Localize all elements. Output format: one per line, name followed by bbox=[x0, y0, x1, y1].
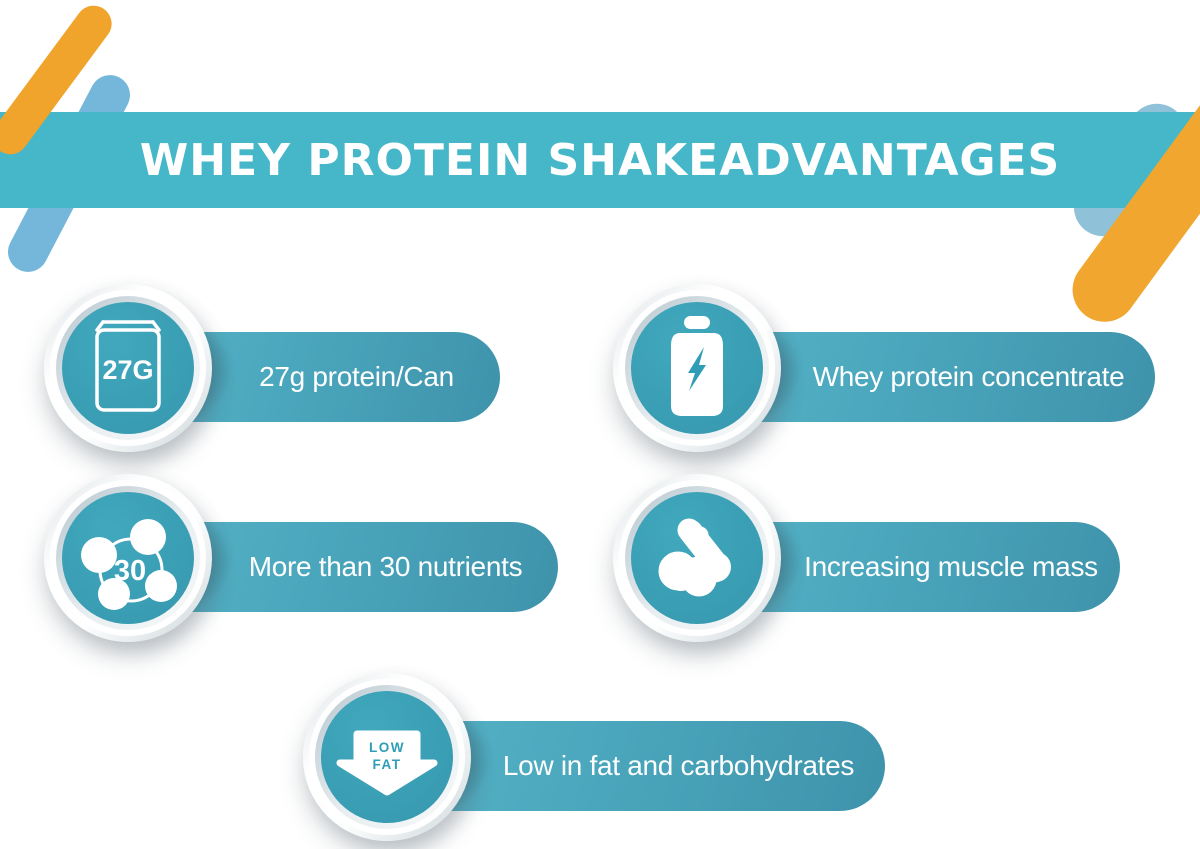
muscle-arm-icon bbox=[658, 518, 731, 597]
feature-badge bbox=[613, 474, 781, 642]
page-title: WHEY PROTEIN SHAKEADVANTAGES bbox=[139, 134, 1061, 186]
feature-badge: 30 bbox=[44, 474, 212, 642]
low-fat-text-line2: FAT bbox=[373, 757, 402, 772]
low-fat-text-line1: LOW bbox=[369, 740, 405, 755]
lightning-bolt-icon bbox=[688, 347, 706, 391]
feature-label: Whey protein concentrate bbox=[812, 361, 1125, 392]
title-banner: WHEY PROTEIN SHAKEADVANTAGES bbox=[0, 112, 1200, 208]
nutrient-count-text: 30 bbox=[114, 555, 146, 587]
feature-label: Increasing muscle mass bbox=[804, 551, 1098, 582]
feature-label: More than 30 nutrients bbox=[248, 551, 523, 582]
protein-can-icon: 27G bbox=[95, 320, 161, 412]
feature-badge: 27G bbox=[44, 284, 212, 452]
shaker-bottle-energy-icon bbox=[671, 316, 723, 416]
low-fat-arrow-icon: LOW FAT bbox=[336, 730, 438, 796]
feature-badge bbox=[613, 284, 781, 452]
nutrients-molecule-icon: 30 bbox=[81, 519, 177, 610]
feature-badge: LOW FAT bbox=[303, 673, 471, 841]
can-amount-text: 27G bbox=[102, 355, 153, 385]
feature-label: Low in fat and carbohydrates bbox=[502, 750, 855, 781]
feature-label: 27g protein/Can bbox=[259, 361, 454, 392]
